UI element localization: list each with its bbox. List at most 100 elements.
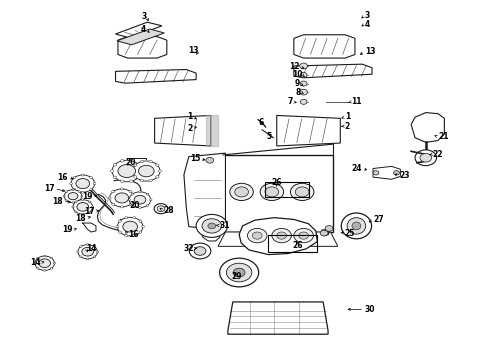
Circle shape [119, 231, 122, 233]
Text: 29: 29 [231, 271, 242, 280]
Circle shape [300, 81, 307, 86]
Circle shape [81, 195, 83, 197]
Circle shape [66, 200, 68, 202]
Circle shape [133, 197, 136, 199]
Text: 24: 24 [352, 164, 362, 173]
Text: 20: 20 [125, 158, 135, 167]
Circle shape [112, 160, 142, 182]
Circle shape [64, 190, 82, 203]
Text: 8: 8 [296, 87, 301, 96]
Circle shape [72, 202, 74, 203]
Circle shape [112, 203, 115, 205]
Text: 3: 3 [141, 12, 147, 21]
Circle shape [79, 256, 82, 258]
Circle shape [110, 170, 114, 172]
Circle shape [272, 228, 292, 243]
Text: 12: 12 [289, 62, 300, 71]
Circle shape [63, 195, 65, 197]
Circle shape [118, 217, 143, 236]
Circle shape [78, 191, 80, 192]
Text: 6: 6 [258, 118, 264, 127]
Polygon shape [118, 37, 167, 58]
Circle shape [37, 267, 39, 269]
Text: 1: 1 [187, 112, 192, 121]
Circle shape [156, 176, 159, 178]
Circle shape [139, 207, 141, 208]
Circle shape [129, 203, 132, 205]
Circle shape [82, 199, 84, 201]
Circle shape [121, 206, 123, 208]
Circle shape [53, 262, 55, 264]
Circle shape [208, 223, 216, 229]
Circle shape [76, 179, 90, 189]
Circle shape [35, 256, 54, 270]
Circle shape [196, 215, 227, 237]
Circle shape [78, 244, 98, 259]
Circle shape [115, 193, 129, 203]
Text: 13: 13 [365, 47, 375, 56]
Polygon shape [373, 166, 400, 179]
Circle shape [260, 183, 284, 201]
Polygon shape [116, 69, 196, 83]
Circle shape [129, 159, 133, 162]
Polygon shape [239, 218, 318, 255]
Circle shape [393, 171, 399, 175]
Text: 13: 13 [188, 46, 198, 55]
Circle shape [265, 187, 279, 197]
Circle shape [133, 234, 136, 237]
Circle shape [108, 197, 111, 199]
Circle shape [73, 189, 76, 191]
Text: 26: 26 [293, 241, 303, 250]
Circle shape [116, 225, 119, 228]
Text: 26: 26 [271, 178, 282, 187]
Circle shape [94, 256, 96, 258]
Circle shape [78, 200, 80, 202]
Circle shape [125, 234, 128, 237]
Circle shape [72, 206, 74, 208]
Circle shape [140, 170, 143, 172]
Circle shape [277, 232, 287, 239]
Circle shape [77, 251, 79, 253]
Text: 7: 7 [288, 97, 293, 106]
Text: 20: 20 [130, 201, 140, 210]
Circle shape [233, 268, 245, 277]
Polygon shape [184, 153, 225, 230]
Circle shape [113, 163, 117, 166]
Circle shape [156, 164, 159, 166]
Circle shape [129, 192, 151, 208]
Circle shape [149, 199, 152, 201]
Circle shape [299, 232, 309, 239]
Circle shape [119, 220, 122, 222]
Circle shape [93, 183, 96, 185]
Circle shape [131, 204, 134, 206]
Circle shape [87, 258, 89, 260]
Polygon shape [206, 116, 218, 146]
Circle shape [71, 175, 95, 192]
Circle shape [44, 255, 46, 257]
Circle shape [149, 179, 152, 182]
Polygon shape [294, 64, 372, 78]
Circle shape [81, 191, 84, 193]
Circle shape [300, 63, 308, 69]
Circle shape [66, 191, 68, 192]
Bar [265, 182, 309, 197]
Text: 2: 2 [187, 124, 192, 133]
Circle shape [72, 189, 74, 190]
Text: 17: 17 [44, 184, 54, 193]
Ellipse shape [341, 213, 371, 239]
Text: 14: 14 [30, 258, 41, 267]
Circle shape [139, 220, 142, 222]
Circle shape [139, 191, 141, 193]
Text: 23: 23 [399, 171, 410, 180]
Polygon shape [294, 35, 355, 58]
Circle shape [82, 247, 94, 256]
Circle shape [79, 246, 82, 248]
Circle shape [77, 203, 89, 211]
Bar [269, 234, 318, 252]
Circle shape [89, 201, 91, 203]
Circle shape [300, 99, 307, 104]
Circle shape [96, 251, 98, 253]
Circle shape [325, 226, 333, 231]
Circle shape [294, 228, 314, 243]
Circle shape [226, 263, 252, 282]
